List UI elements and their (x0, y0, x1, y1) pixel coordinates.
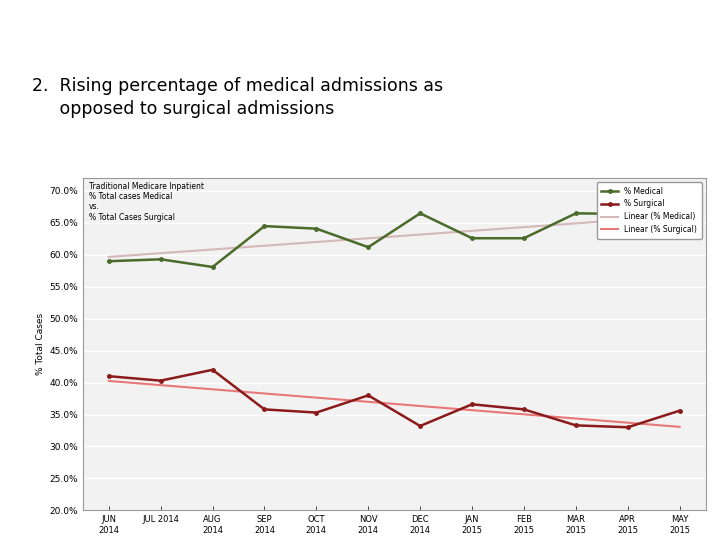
Text: education and discovery: education and discovery (10, 42, 88, 47)
Y-axis label: % Total Cases: % Total Cases (36, 313, 45, 375)
Legend: % Medical, % Surgical, Linear (% Medical), Linear (% Surgical): % Medical, % Surgical, Linear (% Medical… (597, 182, 702, 239)
Text: Answers to why UT CMI is falling?: Answers to why UT CMI is falling? (144, 22, 540, 42)
Text: 2.  Rising percentage of medical admissions as
     opposed to surgical admissio: 2. Rising percentage of medical admissio… (32, 77, 444, 118)
Text: Traditional Medicare Inpatient
% Total cases Medical
vs.
% Total Cases Surgical: Traditional Medicare Inpatient % Total c… (89, 181, 204, 222)
Text: Our Mission: Our Mission (10, 12, 71, 21)
Text: To serve through healing,: To serve through healing, (10, 30, 90, 35)
